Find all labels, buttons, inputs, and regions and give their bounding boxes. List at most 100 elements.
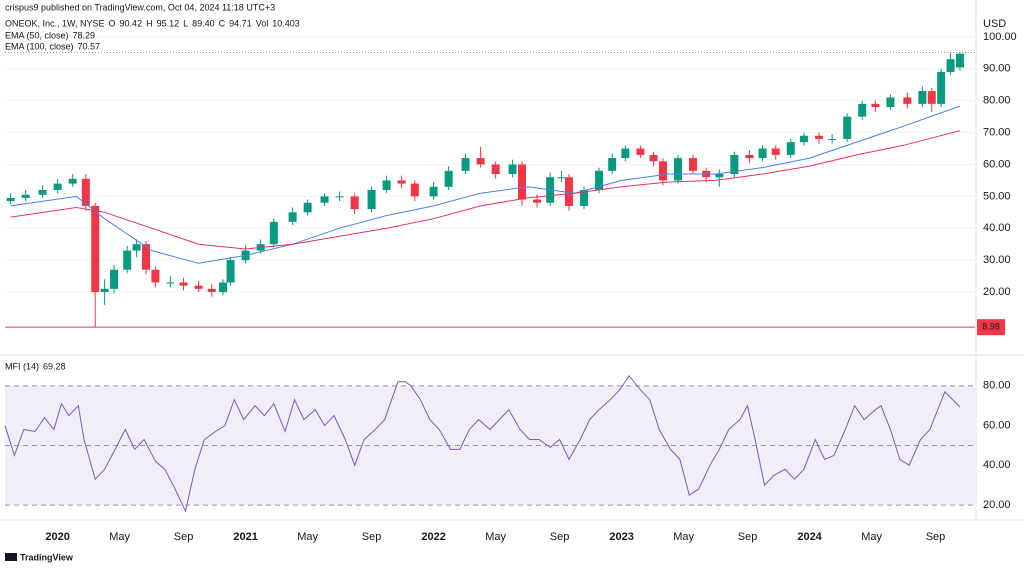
candle-body: [843, 116, 852, 139]
candle-body: [132, 244, 141, 251]
candle-body: [397, 180, 406, 184]
candle-body: [658, 161, 667, 181]
legend-value: 70.57: [78, 41, 101, 51]
candle-body: [673, 158, 682, 181]
x-tick-label: May: [297, 531, 318, 543]
legend-symbol: ONEOK, Inc., 1W, NYSE: [5, 18, 105, 28]
y-tick-label: 20.00: [983, 499, 1011, 511]
candle-body: [38, 189, 47, 195]
candle-body: [226, 260, 235, 283]
candle-body: [53, 183, 62, 190]
y-tick-label: 40.00: [983, 222, 1011, 234]
legend-key: Vol: [256, 18, 269, 28]
candle-body: [123, 250, 132, 270]
legend-name: EMA (100, close): [5, 41, 74, 51]
candle-body: [621, 148, 630, 159]
legend-name: MFI (14): [5, 361, 39, 371]
candle-body: [608, 158, 617, 171]
price-line-label-bg: [977, 319, 1005, 336]
x-tick-label: Sep: [174, 531, 194, 543]
legend-key: L: [183, 18, 188, 28]
x-tick-label: Sep: [926, 531, 946, 543]
candle-body: [636, 148, 645, 155]
candle-body: [303, 202, 312, 213]
y-tick-label: 90.00: [983, 63, 1011, 75]
logo-icon: [5, 553, 17, 561]
legend-key: C: [219, 18, 226, 28]
candle-body: [886, 97, 895, 108]
x-tick-label: 2021: [233, 531, 257, 543]
y-tick-label: 30.00: [983, 254, 1011, 266]
y-tick-label: 20.00: [983, 286, 1011, 298]
x-tick-label: 2024: [797, 531, 822, 543]
candle-body: [91, 205, 100, 293]
candle-body: [799, 135, 808, 143]
candle-body: [179, 282, 188, 286]
candle-body: [937, 71, 946, 104]
candle-body: [461, 158, 470, 171]
candle-body: [207, 288, 216, 293]
x-tick-label: May: [109, 531, 130, 543]
candle-body: [730, 154, 739, 175]
candle-body: [858, 103, 867, 117]
y-tick-label: 80.00: [983, 380, 1011, 392]
x-tick-label: 2020: [45, 531, 69, 543]
candle-body: [903, 97, 912, 104]
candle-body: [141, 244, 150, 270]
legend-value: 69.28: [43, 361, 66, 371]
candle-body: [151, 269, 160, 283]
ema-line: [10, 130, 961, 250]
candle-body: [444, 170, 453, 187]
candle-body: [68, 178, 77, 184]
candle-body: [320, 196, 329, 203]
candle-body: [410, 183, 419, 197]
price-line-label: 8.98: [982, 322, 1000, 332]
candle-body: [564, 177, 573, 206]
candle-body: [382, 180, 391, 190]
logo-text: TradingView: [20, 552, 74, 562]
candle-body: [367, 189, 376, 210]
candle-body: [649, 154, 658, 162]
legend-value: 94.71: [229, 18, 252, 28]
publisher-note: crispus9 published on TradingView.com, O…: [5, 2, 275, 12]
candle-body: [6, 197, 15, 202]
x-tick-label: 2022: [421, 531, 445, 543]
candle-body: [927, 91, 936, 104]
candle-body: [476, 158, 485, 165]
legend-key: O: [109, 18, 116, 28]
candle-body: [166, 282, 175, 284]
legend-key: H: [146, 18, 153, 28]
legend-value: 78.29: [73, 30, 96, 40]
candle-body: [491, 164, 500, 175]
legend-value: 95.12: [157, 18, 180, 28]
y-tick-label: 60.00: [983, 419, 1011, 431]
y-tick-label: 80.00: [983, 95, 1011, 107]
candle-body: [532, 199, 541, 203]
candle-body: [955, 53, 964, 68]
candle-body: [517, 164, 526, 200]
candle-body: [871, 103, 880, 108]
candle-body: [335, 196, 344, 198]
candle-body: [100, 288, 109, 293]
y-tick-label: 50.00: [983, 190, 1011, 202]
y-tick-label: 60.00: [983, 158, 1011, 170]
candle-body: [786, 142, 795, 155]
candle-body: [758, 148, 767, 159]
x-tick-label: Sep: [550, 531, 570, 543]
candle-body: [81, 178, 90, 206]
candle-body: [715, 174, 724, 178]
x-tick-label: 2023: [609, 531, 633, 543]
candle-body: [21, 194, 30, 198]
candle-body: [557, 177, 566, 179]
candle-body: [288, 212, 297, 222]
y-tick-label: 40.00: [983, 459, 1011, 471]
candle-body: [579, 189, 588, 206]
candle-body: [689, 158, 698, 171]
candle-body: [595, 170, 604, 190]
ema-line: [10, 105, 961, 264]
legend-name: EMA (50, close): [5, 30, 69, 40]
candle-body: [771, 148, 780, 155]
candle-body: [110, 269, 119, 289]
